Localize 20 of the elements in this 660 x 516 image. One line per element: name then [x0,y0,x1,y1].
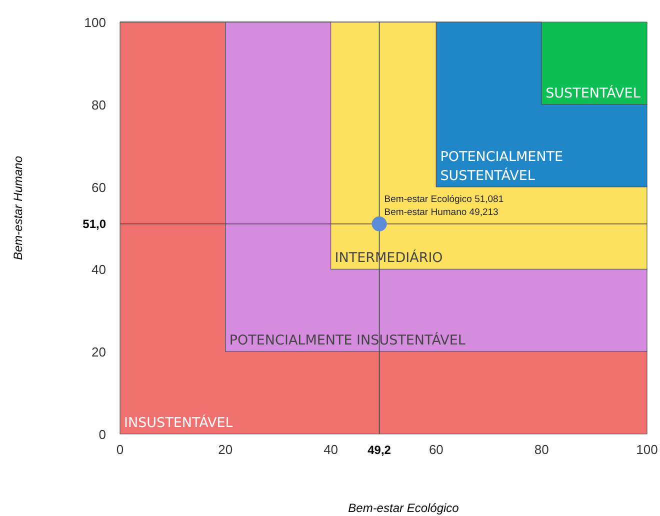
x-tick-label: 20 [218,442,233,457]
x-axis-title: Bem-estar Ecológico [348,501,460,515]
y-tick-label: 0 [98,427,106,442]
x-tick-label: 40 [324,442,338,457]
ref-line-label: 51,0 [82,216,106,231]
y-tick-label: 40 [92,262,106,278]
series-label: INSUSTENTÁVEL [124,414,234,431]
annotation: Bem-estar Ecológico 51,081 Bem-estar Humano 49,213 [384,194,504,218]
series-label: SUSTENTÁVEL [546,84,641,102]
x-tick-label: 100 [636,442,658,457]
y-tick-label: 60 [92,180,106,195]
x-tick-label: 0 [116,442,124,457]
x-tick-label: 60 [428,442,444,457]
y-tick-label: 80 [92,97,106,112]
ref-line-label: 49,2 [368,443,392,457]
y-tick-label: 20 [92,344,106,360]
series-label: POTENCIALMENTE SUSTENTÁVEL [440,148,564,184]
x-tick-label: 80 [534,442,549,457]
y-tick-label: 100 [84,15,106,30]
y-axis-title: Bem-estar Humano [11,156,25,260]
